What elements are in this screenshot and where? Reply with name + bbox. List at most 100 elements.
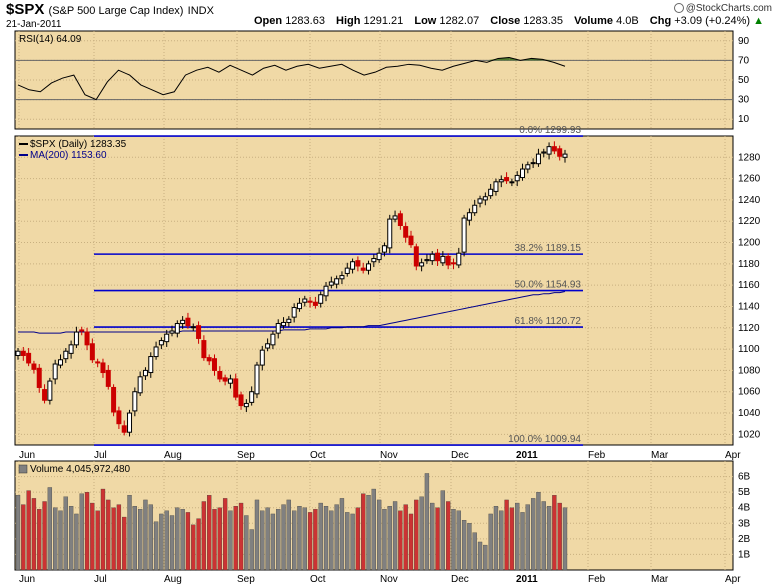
copyright-link[interactable]: @StockCharts.com [673, 3, 772, 14]
volume-bar [42, 501, 47, 571]
rsi-y-tick: 90 [738, 36, 750, 47]
volume-bar [456, 510, 461, 571]
volume-bar [254, 499, 260, 571]
volume-bar [520, 512, 525, 571]
candle-body [440, 255, 446, 264]
candle-body [275, 323, 281, 334]
candle-body [488, 188, 494, 197]
fib-label: 100.0% 1009.94 [508, 434, 581, 445]
volume-bar [398, 510, 403, 571]
candle-body [52, 363, 58, 380]
volume-legend: Volume 4,045,972,480 [30, 464, 131, 475]
candle-body [63, 350, 69, 360]
price-x-tick: Nov [380, 450, 398, 461]
candle-body [296, 302, 302, 310]
volume-bar [339, 498, 345, 571]
symbol-description: (S&P 500 Large Cap Index) [48, 5, 184, 17]
open-value: 1283.63 [285, 15, 325, 27]
candle-body [312, 301, 318, 306]
volume-bar [318, 502, 323, 571]
price-y-tick: 1060 [738, 387, 761, 398]
volume-bar [106, 499, 111, 571]
candle-body [180, 319, 186, 325]
volume-bar [552, 495, 557, 571]
volume-bar [249, 529, 254, 571]
volume-bar [159, 513, 164, 571]
volume-bar [37, 509, 42, 571]
volume-x-tick: Aug [164, 574, 182, 585]
volume-bar [382, 509, 387, 571]
volume-bar [286, 499, 291, 571]
quote-bar: Open 1283.63 High 1291.21 Low 1282.07 Cl… [254, 15, 764, 27]
volume-bar [562, 507, 568, 571]
candle-body [254, 364, 260, 395]
candle-body [132, 391, 138, 412]
volume-x-tick: Jul [94, 574, 107, 585]
candle-body [360, 267, 366, 271]
low-label: Low [414, 15, 437, 27]
candle-body [445, 255, 451, 266]
volume-bar [403, 504, 408, 571]
high-label: High [336, 15, 361, 27]
candle-body [530, 162, 536, 165]
fib-label: 50.0% 1154.93 [514, 280, 581, 291]
volume-bar [504, 499, 509, 571]
volume-bar [430, 502, 435, 571]
volume-x-tick: Feb [588, 574, 606, 585]
close-label: Close [490, 15, 521, 27]
volume-bar [509, 507, 515, 571]
volume-x-tick: Dec [451, 574, 469, 585]
volume-bar [116, 504, 122, 571]
price-x-tick: Jun [19, 450, 35, 461]
candle-body [424, 259, 430, 262]
candle-body [211, 358, 217, 371]
volume-bar [371, 488, 376, 571]
volume-bar [270, 513, 276, 571]
volume-x-tick: Apr [725, 574, 741, 585]
candle-body [238, 394, 244, 407]
candle-body [509, 181, 515, 184]
volume-bar [361, 493, 366, 571]
rsi-y-tick: 70 [738, 55, 750, 66]
fib-label: 61.8% 1120.72 [514, 316, 581, 327]
price-y-tick: 1140 [738, 301, 760, 312]
candle-body [408, 235, 414, 246]
volume-x-tick: Nov [380, 574, 398, 585]
volume-bar [53, 507, 58, 571]
high-value: 1291.21 [363, 15, 404, 27]
candle-body [84, 331, 90, 346]
candle-body [520, 168, 526, 179]
candle-body [291, 307, 297, 318]
volume-x-tick: Mar [651, 574, 669, 585]
candle-body [286, 318, 292, 323]
candle-body [281, 321, 287, 327]
candle-body [334, 278, 340, 285]
candle-body [196, 325, 202, 339]
volume-bar [493, 506, 499, 571]
volume-bar [137, 509, 143, 571]
price-x-tick: Sep [237, 450, 255, 461]
price-y-tick: 1280 [738, 152, 761, 163]
price-y-tick: 1160 [738, 280, 760, 291]
candle-body [366, 263, 372, 271]
volume-y-tick: 6B [738, 472, 751, 483]
volume-bar [376, 499, 382, 571]
price-x-tick: Apr [725, 450, 741, 461]
candle-body [105, 369, 111, 387]
volume-bar [392, 501, 398, 571]
candle-body [270, 333, 276, 346]
candle-body [482, 196, 488, 201]
candle-body [328, 281, 334, 286]
candle-body [413, 246, 419, 267]
rsi-panel-bg [14, 30, 734, 130]
candle-body [111, 386, 117, 413]
rsi-y-tick: 10 [738, 114, 750, 125]
volume-bar [477, 541, 483, 571]
volume-bar [323, 506, 329, 571]
candle-body [456, 252, 462, 266]
volume-bar [334, 504, 339, 571]
candle-body [42, 389, 48, 401]
volume-bar [302, 507, 307, 571]
candle-body [227, 378, 233, 384]
